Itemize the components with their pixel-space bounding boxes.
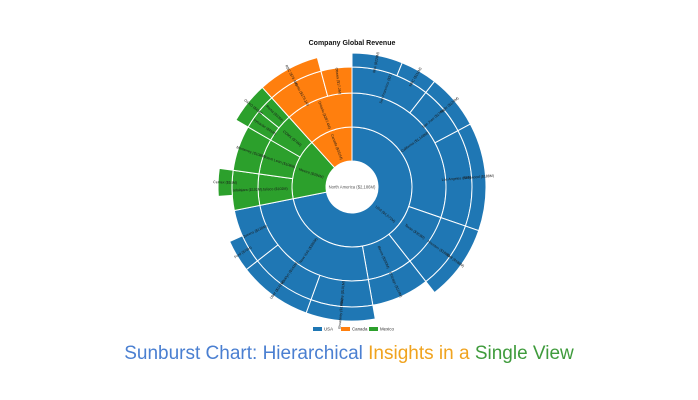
segment-ford[interactable]: [228, 235, 259, 271]
caption-part-1: Sunburst Chart: Hierarchical: [124, 343, 369, 364]
segment-label: Broadway ($174M): [338, 298, 345, 329]
segment-label: Mexico ($284M): [298, 167, 324, 179]
legend-swatch-canada[interactable]: [341, 327, 350, 331]
legend-label-usa[interactable]: USA: [324, 327, 333, 332]
segment-label: Cemex ($54M): [213, 180, 237, 185]
legend-label-canada[interactable]: Canada: [352, 327, 368, 332]
segment-dell[interactable]: [425, 225, 480, 294]
segment-label: Hollywood ($188M): [463, 174, 494, 180]
legend: USA Canada Mexico: [313, 327, 394, 332]
segment-label: Ottawa ($17.2M): [334, 67, 341, 94]
segment-rbc[interactable]: [261, 56, 322, 99]
segment-cemex[interactable]: [217, 167, 234, 197]
segment-label: Jalisco ($102M): [262, 187, 287, 192]
segment-label: Mini ($228M): [372, 52, 380, 73]
center-hole: [326, 161, 378, 213]
segment-label: Guadalajara ($102M): [228, 188, 262, 193]
caption-part-3: Single View: [474, 343, 574, 364]
caption-part-2: Insights in a: [368, 343, 475, 364]
chart-title: Company Global Revenue: [309, 40, 396, 47]
legend-label-mexico[interactable]: Mexico: [380, 327, 394, 332]
segment-label: Albany ($101M): [340, 281, 346, 307]
segment-ottawa[interactable]: [320, 66, 353, 97]
legend-swatch-usa[interactable]: [313, 327, 322, 331]
sunburst-chart: USA ($1,571M)California ($1,148M)Texas (…: [213, 52, 494, 329]
legend-swatch-mexico[interactable]: [369, 327, 378, 331]
caption: Sunburst Chart: Hierarchical Insights in…: [0, 343, 698, 365]
center-label: North America ($2,186M): [329, 185, 376, 190]
segment-label: Los Angeles ($278M): [442, 175, 476, 182]
